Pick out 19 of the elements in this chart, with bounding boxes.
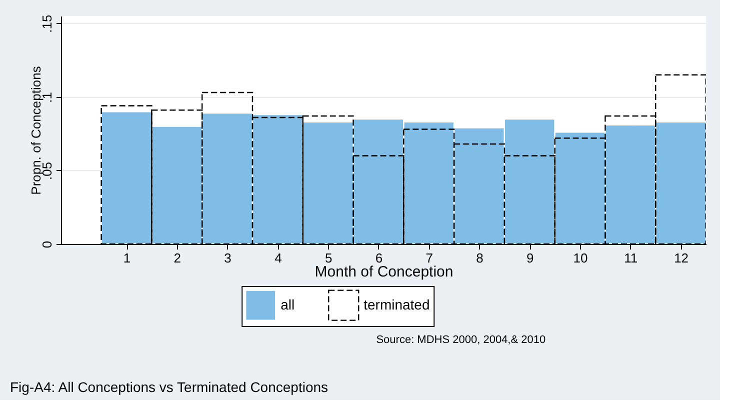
x-tick-label: 2 [174, 250, 182, 266]
y-tick-label: 0 [40, 240, 54, 248]
x-tick-label: 5 [324, 250, 332, 266]
y-tick-label: .15 [40, 14, 54, 33]
x-tick-label: 3 [224, 250, 232, 266]
legend-label: terminated [364, 296, 430, 312]
x-axis-title: Month of Conception [314, 264, 454, 280]
legend-label: all [280, 296, 295, 312]
source-note: Source: MDHS 2000, 2004,& 2010 [376, 334, 546, 346]
x-tick-label: 7 [426, 250, 433, 266]
x-tick-label: 6 [375, 250, 383, 266]
x-tick-label: 12 [674, 250, 689, 266]
x-tick-label: 1 [123, 250, 131, 266]
text: Fig-A4: All Conceptions vs Terminated Conceptions [10, 379, 328, 395]
x-tick-label: 4 [274, 250, 282, 266]
x-tick-label: 11 [624, 250, 638, 266]
x-tick-label: 10 [573, 250, 588, 266]
x-tick-label: 9 [526, 250, 534, 266]
x-tick-label: 8 [476, 250, 484, 266]
